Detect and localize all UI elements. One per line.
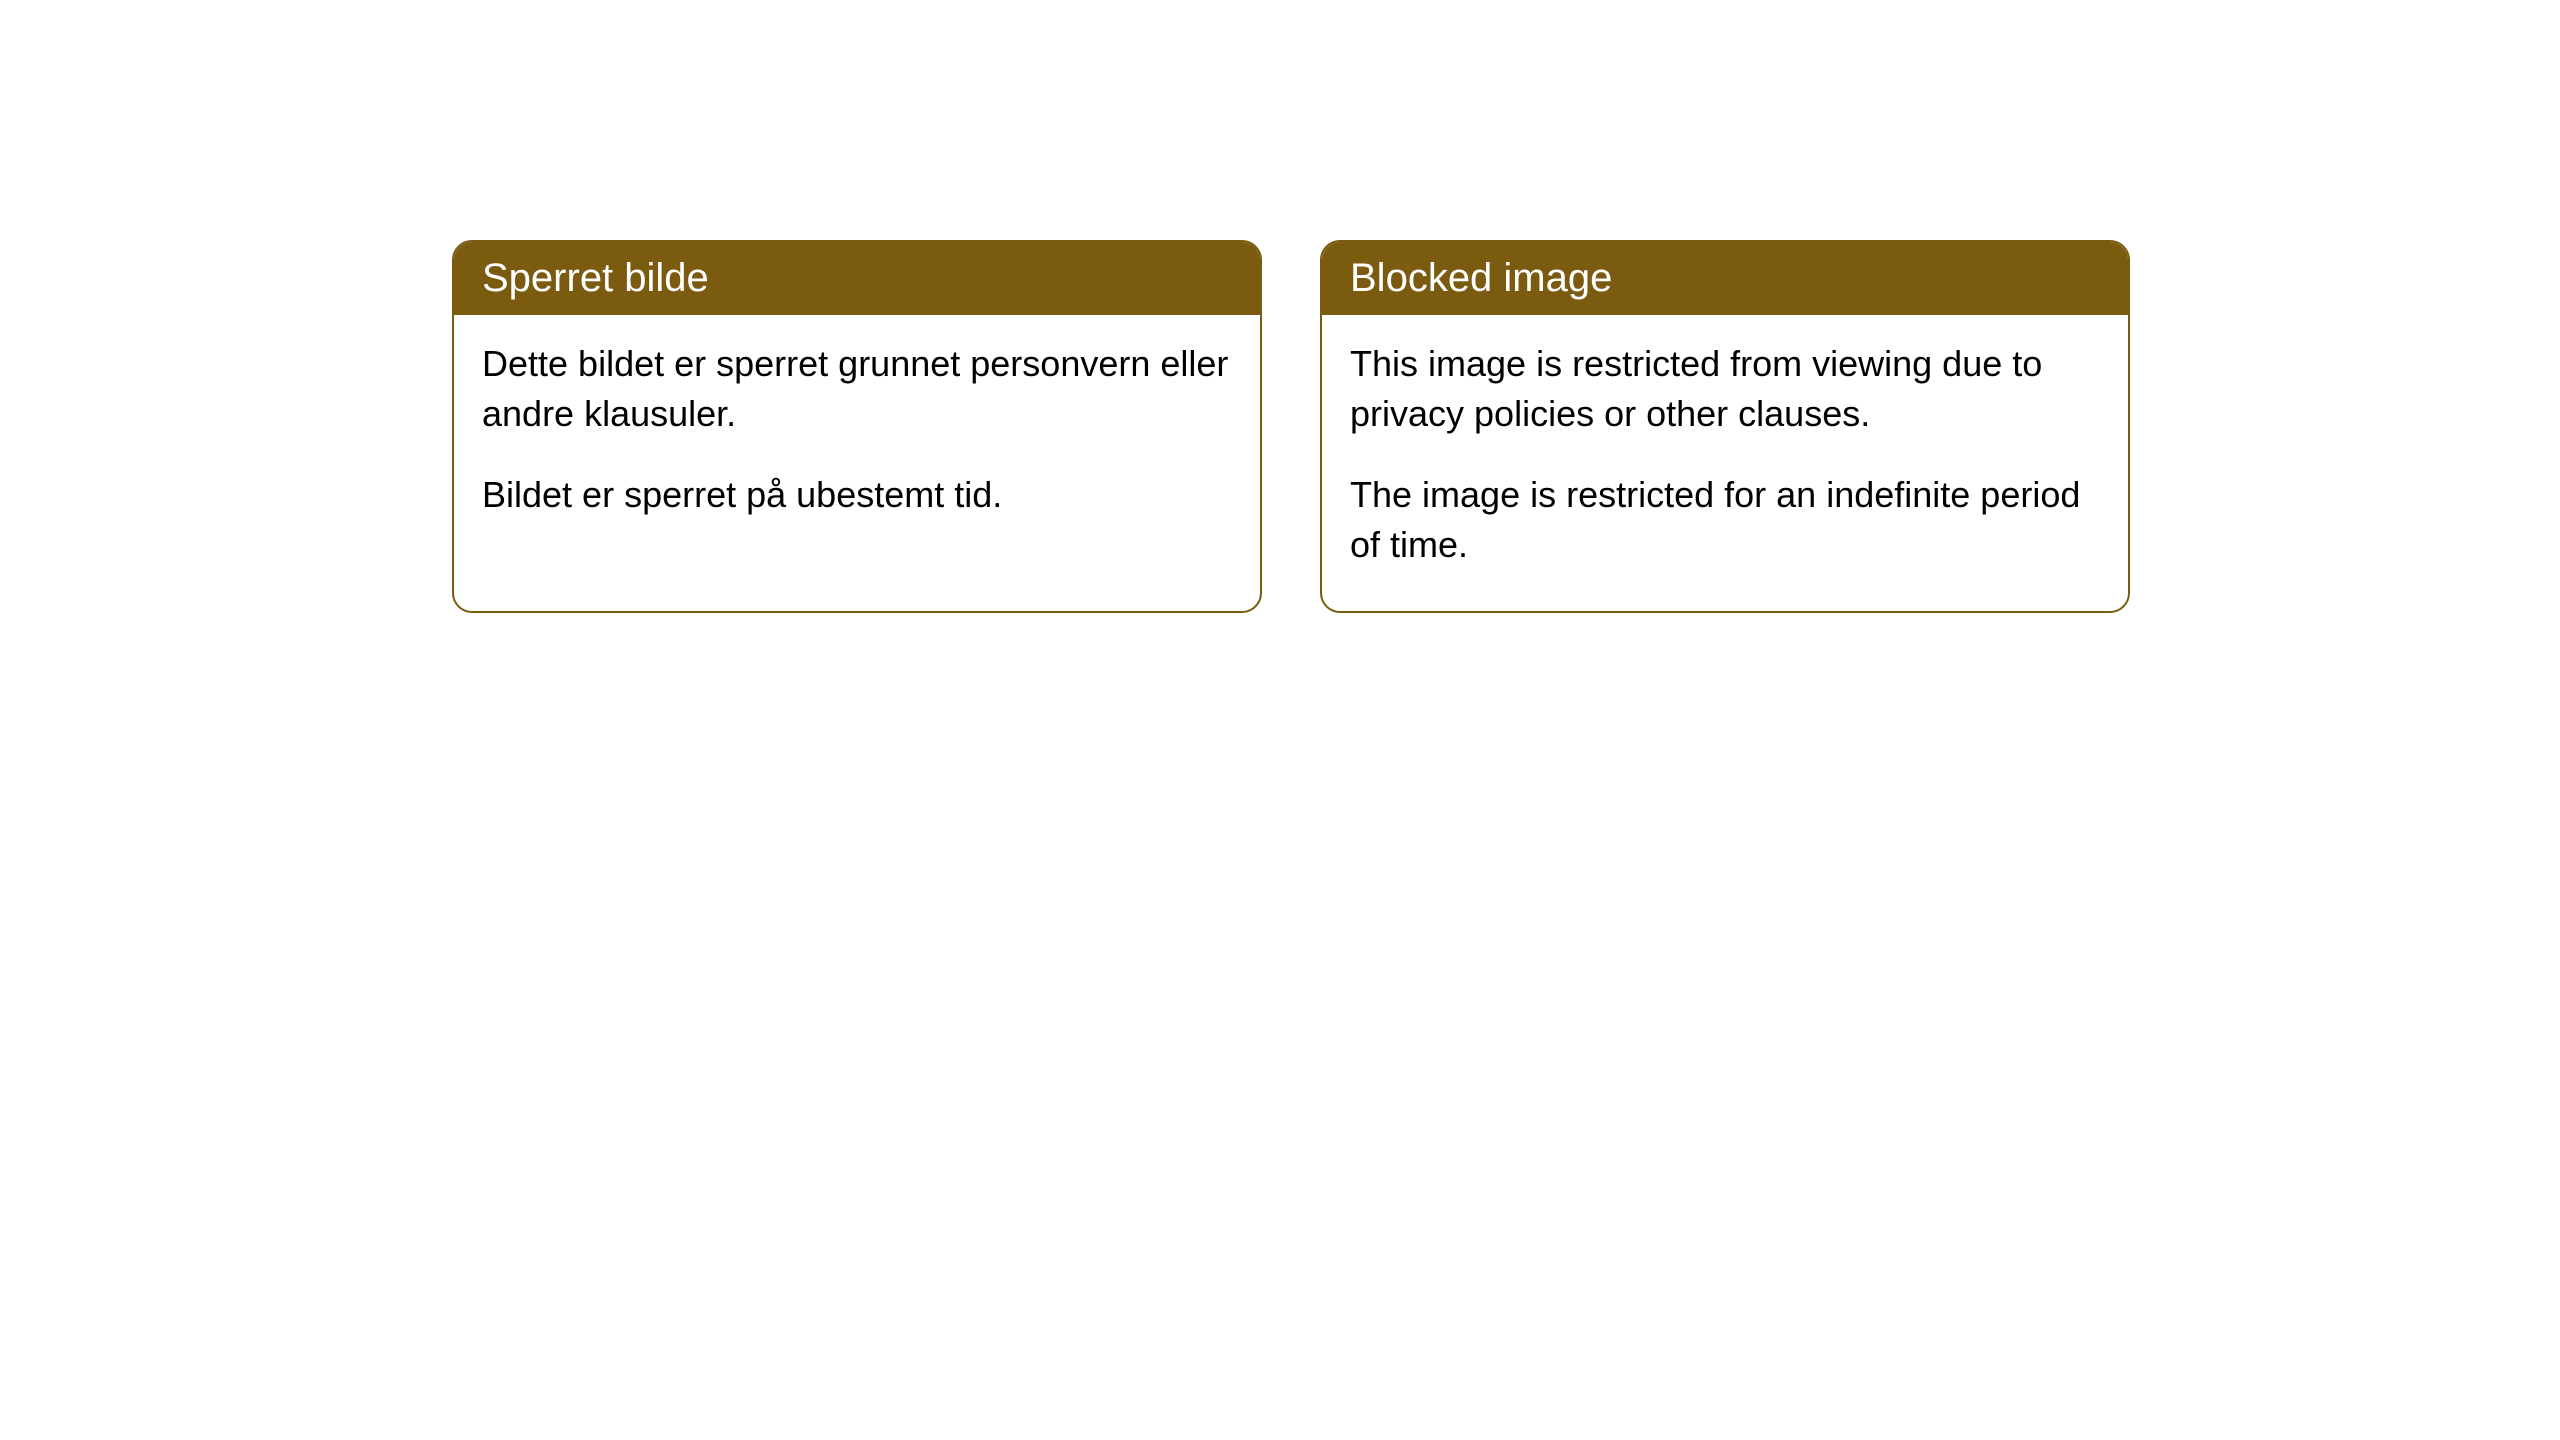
notice-card-norwegian: Sperret bilde Dette bildet er sperret gr… (452, 240, 1262, 613)
card-header-norwegian: Sperret bilde (454, 242, 1260, 315)
card-header-english: Blocked image (1322, 242, 2128, 315)
card-body-norwegian: Dette bildet er sperret grunnet personve… (454, 315, 1260, 560)
card-paragraph-2-english: The image is restricted for an indefinit… (1350, 470, 2100, 571)
notice-cards-container: Sperret bilde Dette bildet er sperret gr… (452, 240, 2130, 613)
notice-card-english: Blocked image This image is restricted f… (1320, 240, 2130, 613)
card-body-english: This image is restricted from viewing du… (1322, 315, 2128, 611)
card-paragraph-1-english: This image is restricted from viewing du… (1350, 339, 2100, 440)
card-title-english: Blocked image (1350, 256, 1612, 300)
card-paragraph-1-norwegian: Dette bildet er sperret grunnet personve… (482, 339, 1232, 440)
card-paragraph-2-norwegian: Bildet er sperret på ubestemt tid. (482, 470, 1232, 520)
card-title-norwegian: Sperret bilde (482, 256, 709, 300)
